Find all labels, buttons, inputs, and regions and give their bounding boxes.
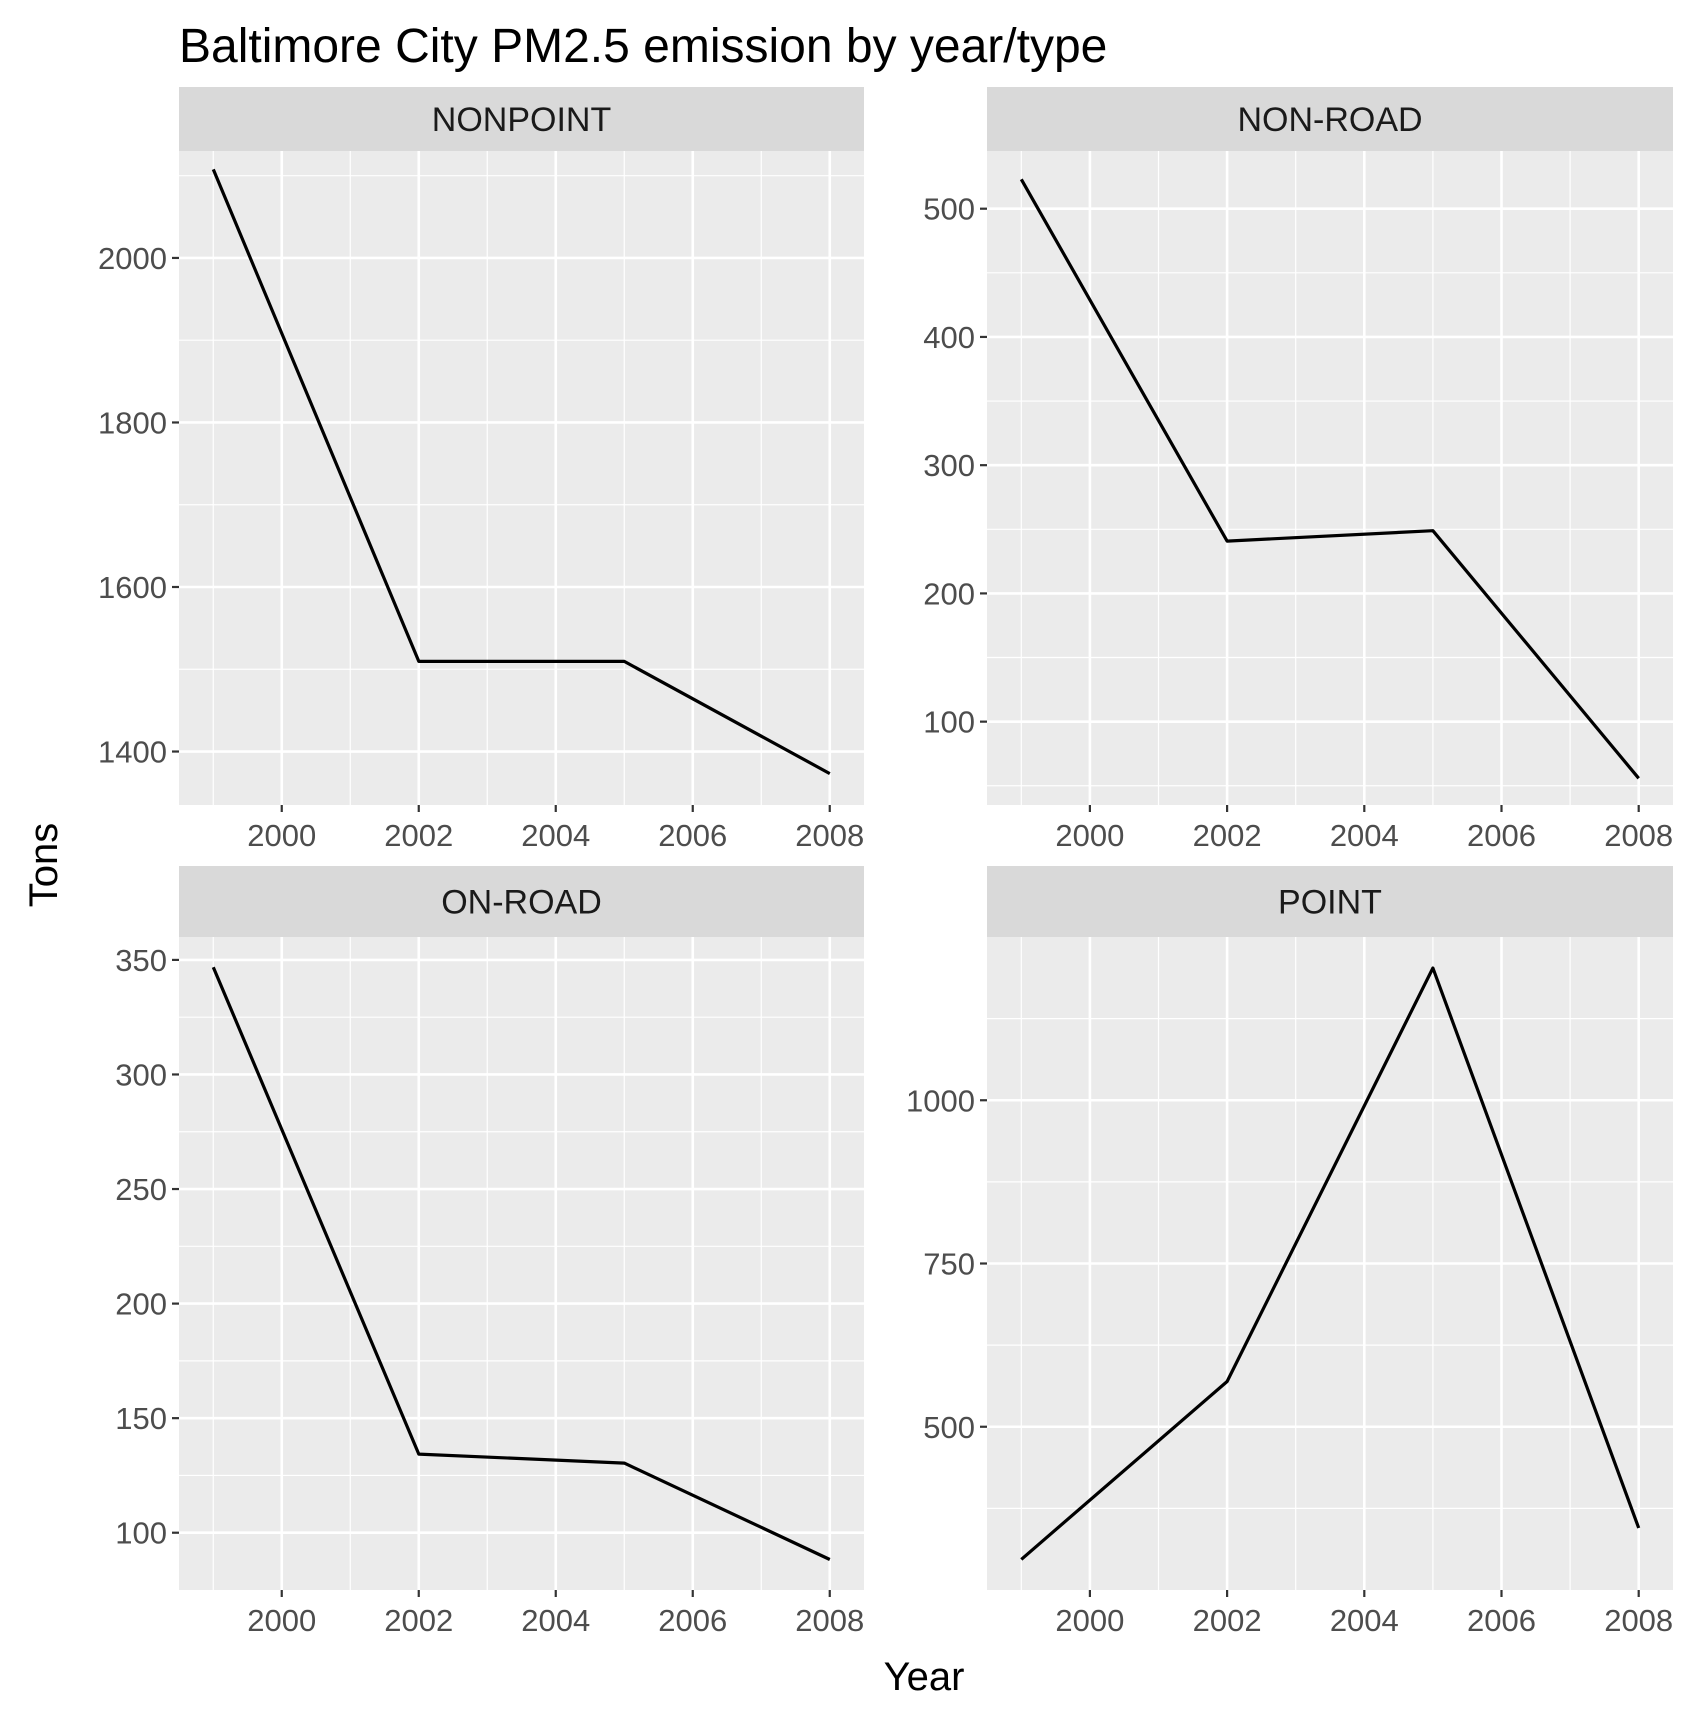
- x-tick-label: 2000: [1055, 818, 1124, 853]
- y-tick-label: 350: [115, 943, 167, 978]
- x-axis-label: Year: [884, 1655, 965, 1699]
- y-tick-label: 300: [115, 1057, 167, 1092]
- facet-panel-2: NON-ROAD 2000 2002 2004 2006 2008 100 200 300 400…: [923, 87, 1673, 853]
- y-tick-label: 400: [923, 320, 975, 355]
- y-tick-label: 300: [923, 448, 975, 483]
- facet-strip-label: NONPOINT: [432, 101, 611, 139]
- facet-strip-label: POINT: [1278, 884, 1382, 922]
- y-tick-label: 750: [923, 1247, 975, 1282]
- x-tick-label: 2002: [1193, 818, 1262, 853]
- x-tick-label: 2004: [1330, 1603, 1399, 1638]
- series-line: [211, 168, 831, 776]
- y-tick-label: 200: [923, 576, 975, 611]
- x-tick-label: 2004: [521, 1603, 590, 1638]
- x-tick-label: 2002: [1193, 1603, 1262, 1638]
- facet-panel-1: NONPOINT 2000 2002 2004 2006 2008 1400 1600 1800…: [98, 87, 864, 853]
- x-tick-label: 2008: [795, 818, 864, 853]
- facet-panel-4: POINT 2000 2002 2004 2006 2008 500 750 1000: [906, 866, 1673, 1638]
- series-line: [1020, 966, 1641, 1561]
- facet-panels: NONPOINT 2000 2002 2004 2006 2008 1400 1600 1800…: [98, 87, 1673, 1638]
- panel-background: [987, 151, 1673, 805]
- y-axis-label: Tons: [22, 823, 66, 908]
- facet-strip-label: NON-ROAD: [1237, 101, 1422, 139]
- x-tick-label: 2000: [1055, 1603, 1124, 1638]
- x-tick-label: 2006: [658, 818, 727, 853]
- facet-strip: [987, 87, 1673, 151]
- y-tick-label: 500: [923, 1410, 975, 1445]
- y-tick-label: 100: [923, 705, 975, 740]
- facet-strip: [179, 87, 864, 151]
- y-tick-label: 1000: [906, 1083, 975, 1118]
- y-tick-label: 100: [115, 1516, 167, 1551]
- facet-strip: [179, 866, 864, 937]
- y-tick-label: 1800: [98, 405, 167, 440]
- y-tick-label: 2000: [98, 241, 167, 276]
- x-tick-label: 2008: [1604, 1603, 1673, 1638]
- facet-strip: [987, 866, 1673, 937]
- series-line: [211, 966, 831, 1561]
- series-line: [1019, 178, 1640, 780]
- facet-panel-3: ON-ROAD 2000 2002 2004 2006 2008 100 150 200 250 3…: [115, 866, 864, 1638]
- x-tick-label: 2006: [1467, 818, 1536, 853]
- x-tick-label: 2004: [1330, 818, 1399, 853]
- x-tick-label: 2000: [247, 1603, 316, 1638]
- y-tick-label: 250: [115, 1172, 167, 1207]
- facet-strip-label: ON-ROAD: [441, 884, 602, 922]
- panel-background: [179, 937, 864, 1590]
- chart-title: Baltimore City PM2.5 emission by year/ty…: [179, 20, 1107, 73]
- y-tick-label: 1600: [98, 570, 167, 605]
- x-tick-label: 2006: [658, 1603, 727, 1638]
- x-tick-label: 2002: [384, 1603, 453, 1638]
- y-tick-label: 200: [115, 1287, 167, 1322]
- x-tick-label: 2006: [1467, 1603, 1536, 1638]
- x-tick-label: 2008: [1604, 818, 1673, 853]
- y-tick-label: 1400: [98, 735, 167, 770]
- x-tick-label: 2002: [384, 818, 453, 853]
- panel-background: [179, 151, 864, 805]
- y-tick-label: 500: [923, 192, 975, 227]
- y-tick-label: 150: [115, 1401, 167, 1436]
- x-tick-label: 2004: [521, 818, 590, 853]
- x-tick-label: 2008: [795, 1603, 864, 1638]
- x-tick-label: 2000: [247, 818, 316, 853]
